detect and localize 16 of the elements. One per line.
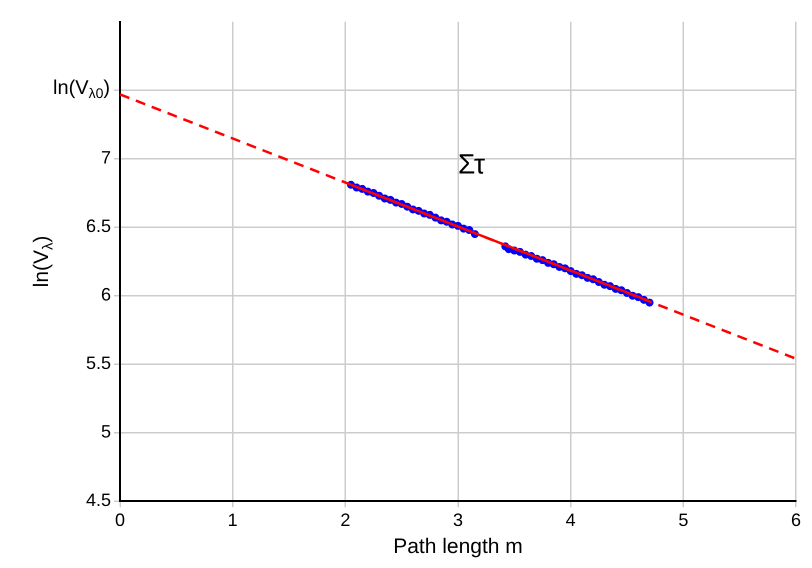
x-tick-label: 4 [566,510,576,530]
y-tick-label: 5.5 [86,353,112,374]
x-tick-label: 0 [115,510,126,530]
x-tick-label: 2 [340,510,350,530]
x-tick-label: 1 [228,510,238,530]
annotation: Στ [458,148,486,180]
y-tick-label: 5 [101,422,112,442]
y-axis-title: ln(Vλ) [30,236,56,288]
y-tick-label: 6 [101,284,112,305]
y-tick-label: 6.5 [86,216,112,236]
x-axis-title: Path length m [393,535,523,558]
x-tick-label: 3 [452,510,464,530]
x-tick-label: 6 [790,510,801,530]
y-tick-label: 4.5 [86,490,112,510]
x-tick-label: 5 [678,510,688,530]
y-tick-label: 7 [101,148,112,168]
